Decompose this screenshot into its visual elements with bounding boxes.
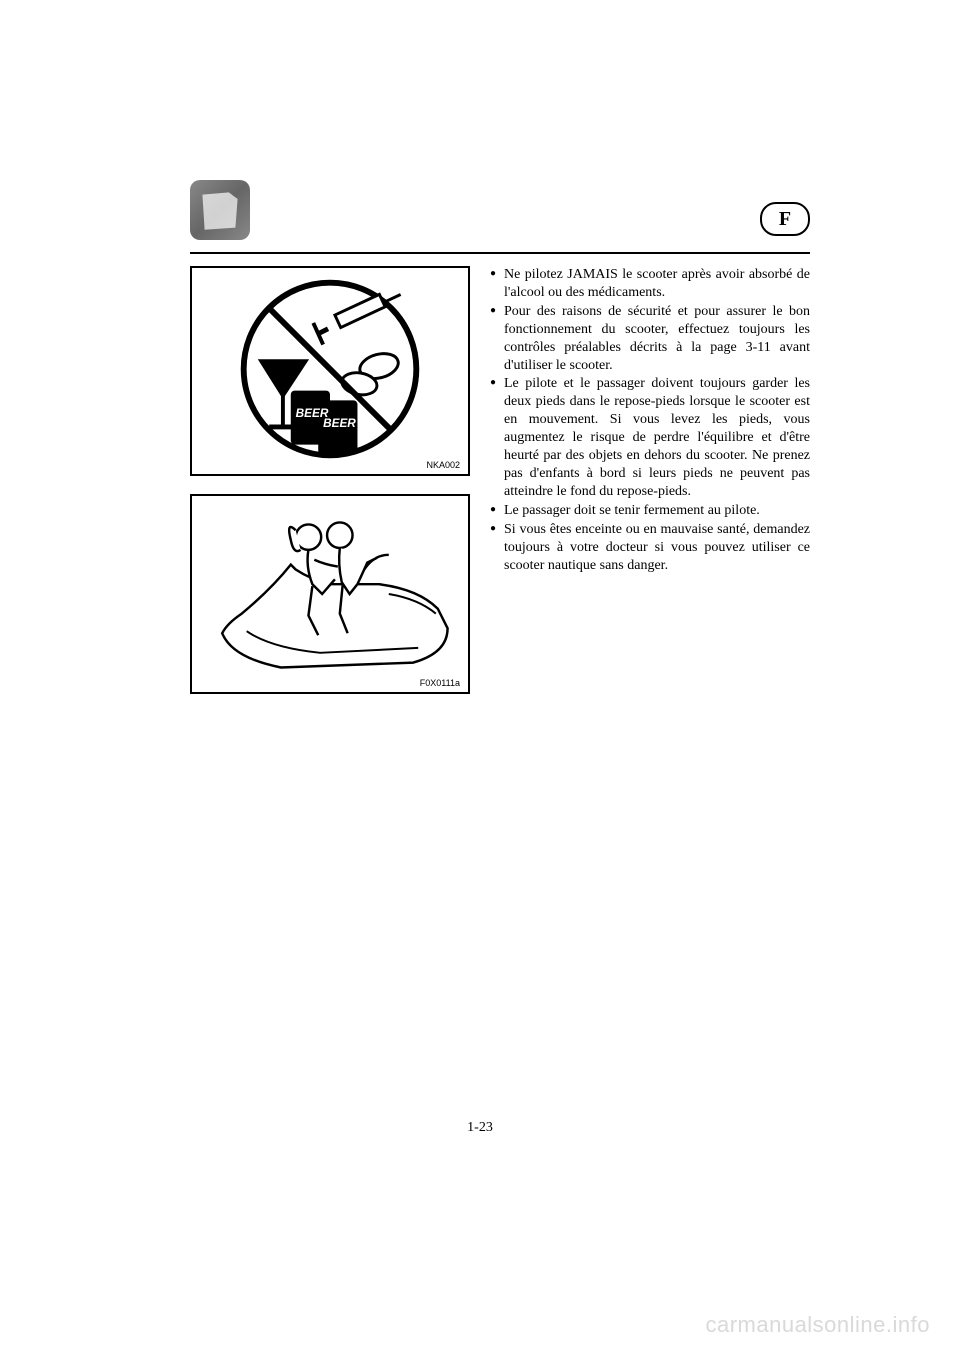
passenger-hold-illustration	[192, 496, 468, 692]
left-column: BEER BEER NKA002	[190, 266, 470, 712]
language-badge: F	[760, 202, 810, 236]
beer-can-label-2: BEER	[323, 417, 356, 430]
list-item: Si vous êtes enceinte ou en mauvaise san…	[490, 521, 810, 575]
manual-page: F	[190, 180, 810, 712]
watermark-text: carmanualsonline.info	[705, 1312, 930, 1338]
figure-2-label: F0X0111a	[420, 678, 460, 688]
list-item: Ne pilotez JAMAIS le scooter après avoir…	[490, 266, 810, 302]
list-item: Le passager doit se tenir fermement au p…	[490, 502, 810, 520]
figure-1-label: NKA002	[426, 460, 460, 470]
no-alcohol-drugs-illustration: BEER BEER	[192, 268, 468, 474]
page-number: 1-23	[467, 1120, 493, 1136]
manual-section-icon	[190, 180, 250, 240]
list-item: Le pilote et le passager doivent toujour…	[490, 375, 810, 500]
page-header: F	[190, 180, 810, 240]
figure-passenger-hold-pilot: F0X0111a	[190, 494, 470, 694]
list-item: Pour des raisons de sécurité et pour ass…	[490, 303, 810, 375]
safety-bullet-list: Ne pilotez JAMAIS le scooter après avoir…	[490, 266, 810, 574]
figure-no-alcohol-drugs: BEER BEER NKA002	[190, 266, 470, 476]
content-columns: BEER BEER NKA002	[190, 266, 810, 712]
header-rule	[190, 252, 810, 254]
right-column: Ne pilotez JAMAIS le scooter après avoir…	[490, 266, 810, 712]
